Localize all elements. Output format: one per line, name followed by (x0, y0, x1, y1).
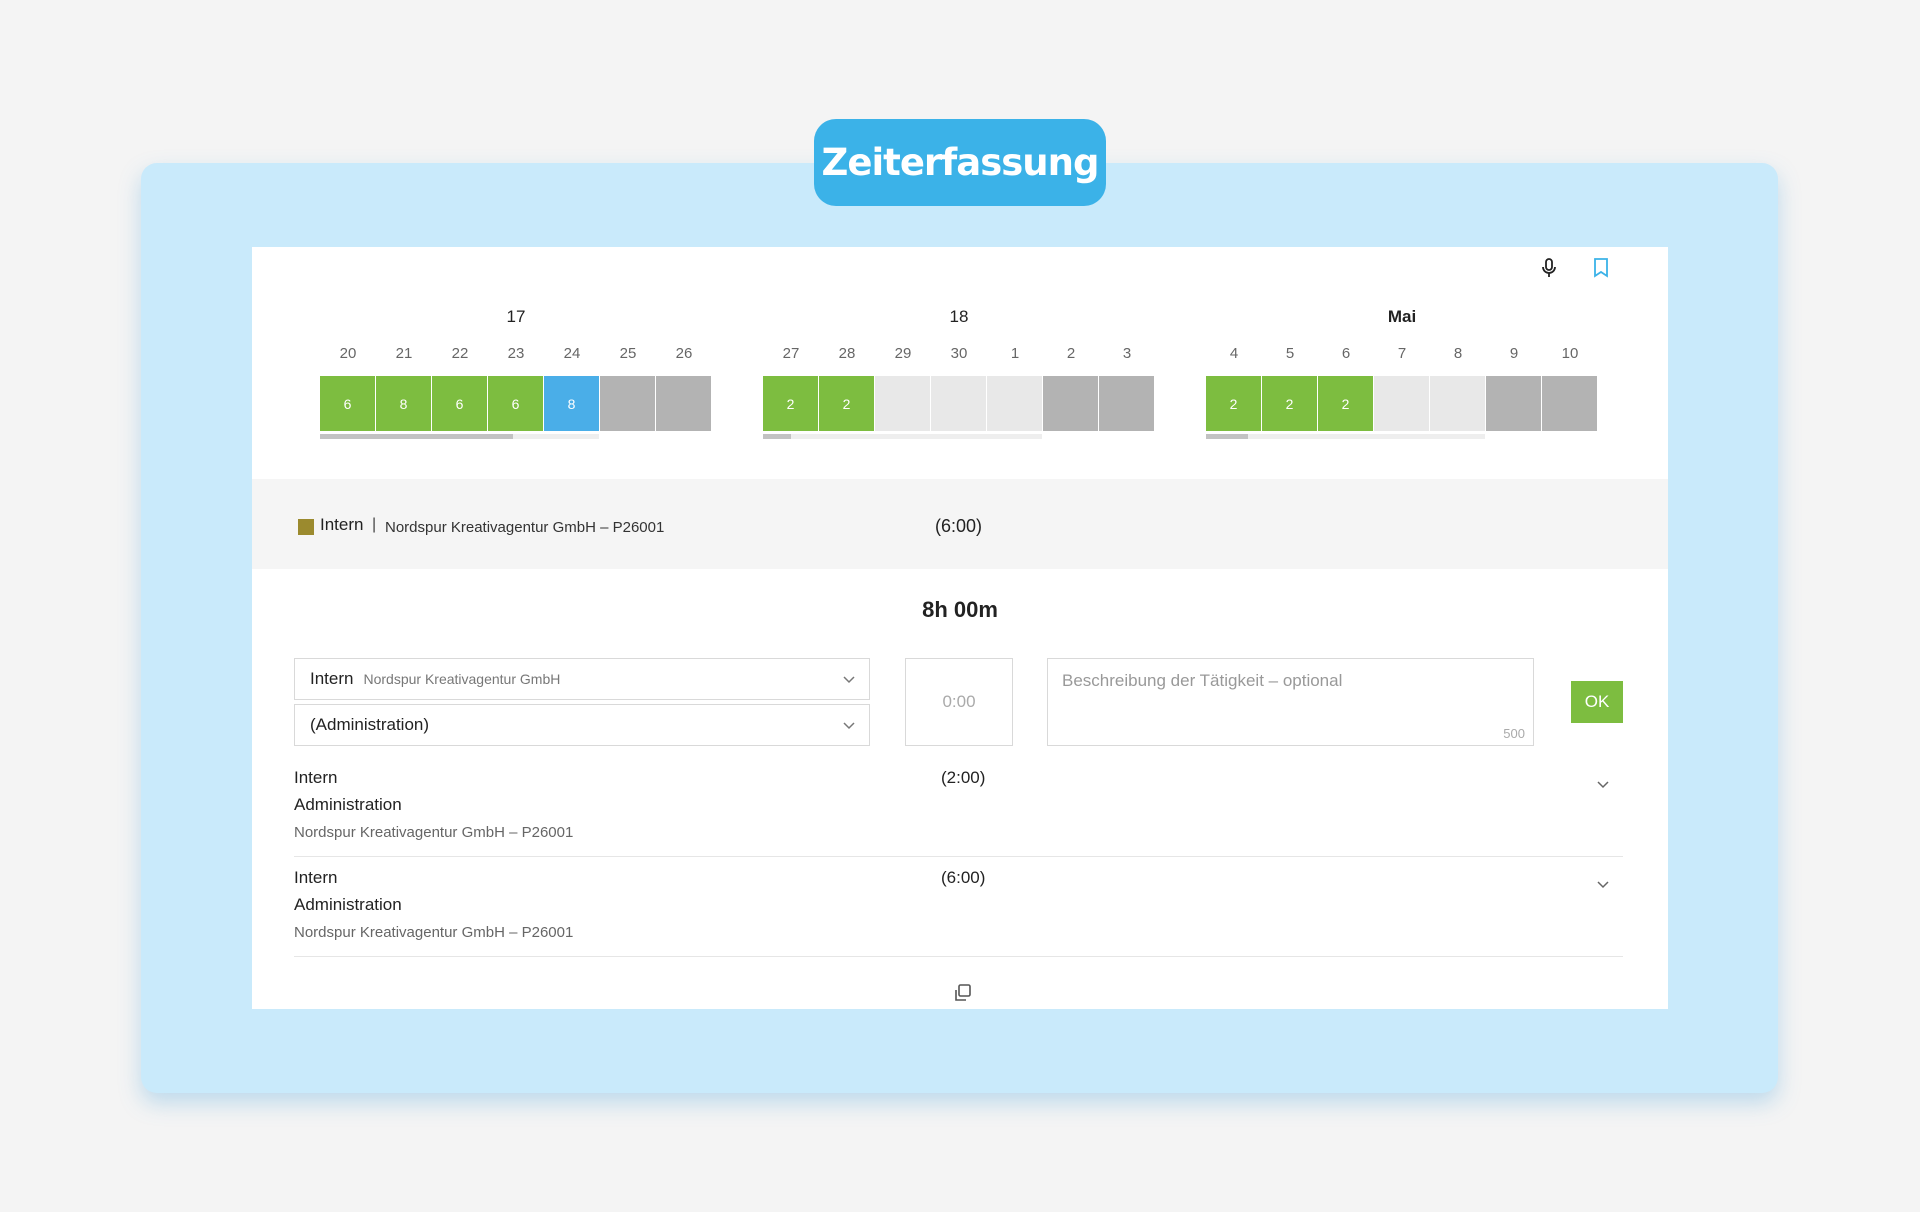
day-numbers: 4 5 6 7 8 9 10 (1206, 345, 1598, 362)
week-progress (763, 434, 1042, 439)
type-select-value: Intern (310, 669, 354, 688)
activity-select[interactable]: (Administration) (294, 704, 870, 746)
entry-type: Intern (320, 515, 364, 534)
week-label: 17 (506, 307, 526, 326)
entry-duration: (6:00) (935, 516, 983, 536)
day-cell[interactable] (931, 376, 986, 431)
day-cell[interactable] (1542, 376, 1597, 431)
day-number: 3 (1122, 345, 1132, 362)
entry-duration: (6:00) (941, 868, 986, 887)
entry-activity: Administration (294, 795, 402, 814)
category-color-swatch (298, 519, 314, 535)
chevron-down-icon (841, 671, 857, 692)
day-cell[interactable]: 6 (488, 376, 543, 431)
day-cell[interactable]: 2 (763, 376, 818, 431)
time-input[interactable]: 0:00 (905, 658, 1013, 746)
day-number: 21 (395, 345, 413, 362)
day-number: 4 (1229, 345, 1239, 362)
day-cell[interactable] (987, 376, 1042, 431)
day-cell[interactable] (656, 376, 711, 431)
entry-project: Nordspur Kreativagentur GmbH – P26001 (294, 824, 574, 841)
separator: | (372, 516, 377, 533)
day-number: 29 (894, 345, 912, 362)
microphone-icon[interactable] (1538, 257, 1560, 279)
day-cell[interactable]: 2 (819, 376, 874, 431)
day-number: 28 (838, 345, 856, 362)
chevron-down-icon[interactable] (1595, 876, 1611, 897)
day-cell[interactable] (1486, 376, 1541, 431)
day-cell[interactable]: 6 (432, 376, 487, 431)
type-select-sub: Nordspur Kreativagentur GmbH (363, 671, 561, 687)
character-counter: 500 (1503, 726, 1525, 741)
day-numbers: 20 21 22 23 24 25 26 (320, 345, 712, 362)
chevron-down-icon[interactable] (1595, 776, 1611, 797)
day-cell[interactable]: 2 (1206, 376, 1261, 431)
week-label: Mai (1387, 307, 1417, 326)
ok-button[interactable]: OK (1571, 681, 1623, 723)
description-textarea[interactable]: Beschreibung der Tätigkeit – optional 50… (1047, 658, 1534, 746)
day-cell[interactable] (1430, 376, 1485, 431)
activity-select-value: (Administration) (310, 715, 430, 734)
day-cell[interactable] (600, 376, 655, 431)
day-number: 5 (1285, 345, 1295, 362)
entry-duration: (2:00) (941, 768, 986, 787)
day-number: 22 (451, 345, 469, 362)
entry-type: Intern (294, 868, 338, 887)
chevron-down-icon (841, 717, 857, 738)
entry-project: Nordspur Kreativagentur GmbH – P26001 (385, 519, 665, 536)
day-cell[interactable] (1043, 376, 1098, 431)
week-progress (320, 434, 599, 439)
day-number: 7 (1397, 345, 1407, 362)
day-cell[interactable]: 8 (544, 376, 599, 431)
day-cell[interactable] (875, 376, 930, 431)
day-number: 25 (619, 345, 637, 362)
day-number: 10 (1561, 345, 1579, 362)
week-progress-fill (763, 434, 791, 439)
type-select[interactable]: Intern Nordspur Kreativagentur GmbH (294, 658, 870, 700)
day-number: 9 (1509, 345, 1519, 362)
entry-project: Nordspur Kreativagentur GmbH – P26001 (294, 924, 574, 941)
day-cell[interactable]: 2 (1262, 376, 1317, 431)
copy-icon[interactable] (952, 982, 974, 1004)
bookmark-icon[interactable] (1590, 257, 1612, 279)
day-cell[interactable] (1099, 376, 1154, 431)
day-cell[interactable]: 2 (1318, 376, 1373, 431)
description-placeholder: Beschreibung der Tätigkeit – optional (1062, 671, 1343, 690)
time-entry-row[interactable]: Intern Administration Nordspur Kreativag… (294, 856, 1623, 957)
day-cell[interactable]: 6 (320, 376, 375, 431)
week-progress (1206, 434, 1485, 439)
day-number: 27 (782, 345, 800, 362)
total-time: 8h 00m (922, 597, 998, 622)
week-label: 18 (949, 307, 969, 326)
day-number: 30 (950, 345, 968, 362)
entry-type: Intern (294, 768, 338, 787)
day-numbers: 27 28 29 30 1 2 3 (763, 345, 1155, 362)
time-entry-row[interactable]: Intern Administration Nordspur Kreativag… (294, 756, 1623, 857)
day-cell[interactable] (1374, 376, 1429, 431)
day-number: 8 (1453, 345, 1463, 362)
day-number: 2 (1066, 345, 1076, 362)
day-number: 20 (339, 345, 357, 362)
day-number: 24 (563, 345, 581, 362)
day-number: 23 (507, 345, 525, 362)
day-number: 26 (675, 345, 693, 362)
top-toolbar (1538, 257, 1612, 279)
day-cell[interactable]: 8 (376, 376, 431, 431)
day-number: 1 (1010, 345, 1020, 362)
app-title: Zeiterfassung (814, 119, 1106, 206)
week-progress-fill (1206, 434, 1248, 439)
day-number: 6 (1341, 345, 1351, 362)
selected-entry[interactable]: Intern | Nordspur Kreativagentur GmbH – … (252, 479, 1668, 569)
week-progress-fill (320, 434, 513, 439)
entry-activity: Administration (294, 895, 402, 914)
